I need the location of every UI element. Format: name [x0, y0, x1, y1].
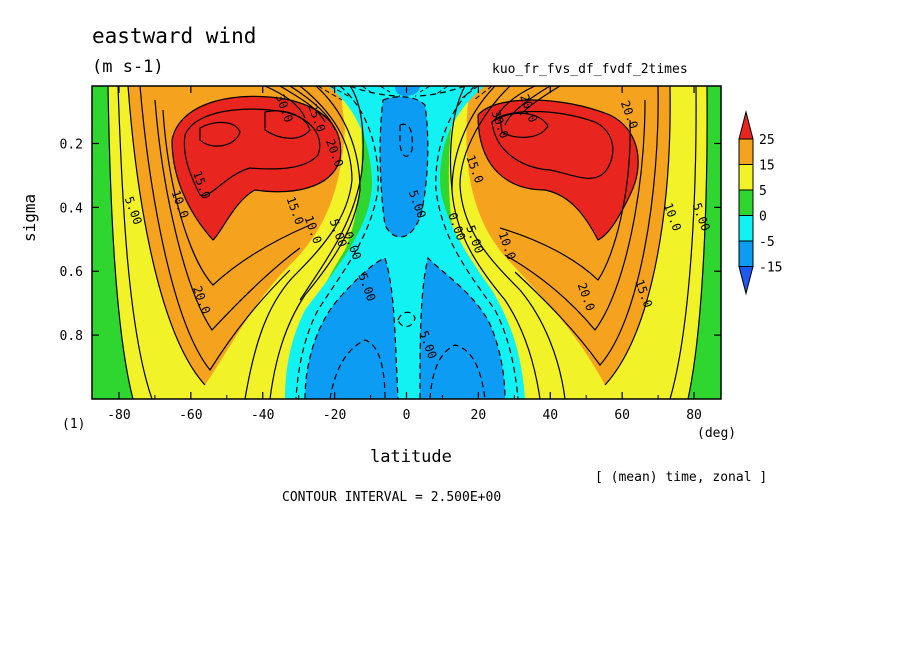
x-tick-label: 0	[403, 408, 411, 423]
plot-area	[92, 86, 721, 399]
contour-lines-negative	[295, 86, 519, 399]
panel-label: (1)	[62, 417, 86, 432]
x-tick-label: -20	[323, 408, 346, 423]
shading-blue	[420, 258, 505, 399]
contour-lines-positive	[107, 86, 364, 399]
shading-blue	[305, 258, 398, 399]
colorbar-segment	[738, 138, 754, 165]
shading-red	[478, 100, 639, 240]
x-axis-label: latitude	[370, 447, 452, 467]
units-label: (m s-1)	[92, 57, 164, 77]
colorbar-segment	[738, 215, 754, 242]
colorbar-label: 5	[759, 184, 767, 199]
colorbar-segment	[738, 164, 754, 191]
colorbar-label: 15	[759, 159, 775, 174]
colorbar-label: -15	[759, 261, 782, 276]
colorbar: 25 15 5 0 -5 -15	[738, 110, 782, 296]
x-tick-label: -80	[107, 408, 130, 423]
x-tick-label: -40	[251, 408, 274, 423]
colorbar-segment	[738, 266, 754, 296]
y-tick-label: 0.4	[60, 201, 84, 216]
colorbar-label: 0	[759, 210, 767, 225]
colorbar-label: -5	[759, 235, 775, 250]
contour-lines-positive	[449, 86, 708, 399]
y-axis: 0.2 0.4 0.6 0.8	[60, 137, 721, 344]
colorbar-segment	[738, 110, 754, 140]
averaging-note: [ (mean) time, zonal ]	[595, 470, 768, 485]
shading-blue	[380, 96, 428, 237]
chart-title: eastward wind	[92, 24, 257, 48]
x-unit-label: (deg)	[697, 426, 737, 441]
x-tick-label: 40	[542, 408, 558, 423]
x-axis: -80 -60 -40 -20 0 20 40 60 80	[107, 86, 702, 423]
shading-blue	[395, 86, 420, 96]
x-tick-label: 60	[614, 408, 630, 423]
contour-interval-label: CONTOUR INTERVAL = 2.500E+00	[282, 490, 502, 505]
y-tick-label: 0.2	[60, 137, 83, 152]
y-tick-label: 0.8	[60, 329, 83, 344]
x-tick-label: 20	[471, 408, 487, 423]
experiment-label: kuo_fr_fvs_df_fvdf_2times	[492, 62, 688, 77]
x-tick-label: 80	[686, 408, 702, 423]
colorbar-segment	[738, 240, 754, 267]
colorbar-segment	[738, 189, 754, 216]
x-tick-label: -60	[179, 408, 202, 423]
contour-lines-top	[317, 86, 493, 101]
y-tick-label: 0.6	[60, 265, 83, 280]
colorbar-label: 25	[759, 133, 775, 148]
